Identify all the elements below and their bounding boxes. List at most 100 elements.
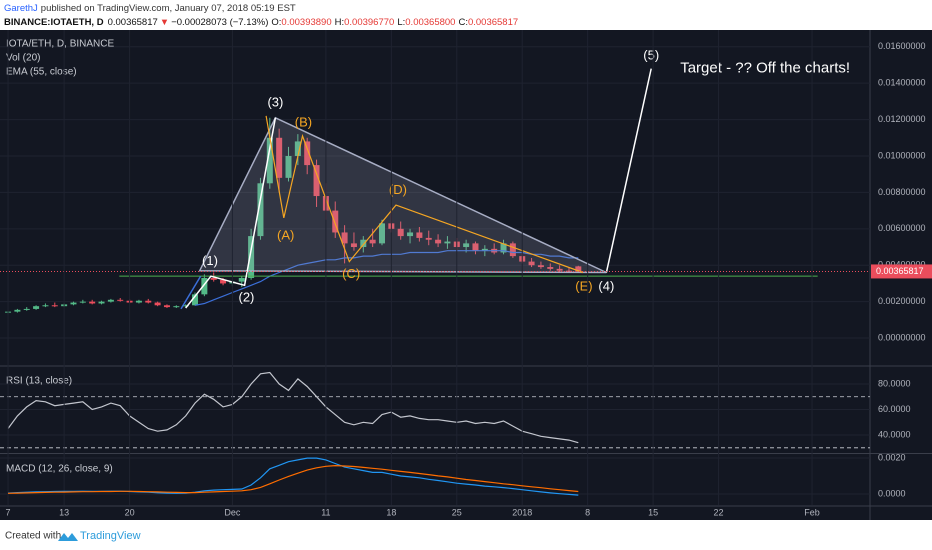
symbol-line: BINANCE:IOTAETH, D 0.00365817 ▼ −0.00028073… <box>4 17 518 28</box>
series-line <box>7 371 579 444</box>
candle-body <box>416 232 423 238</box>
ohlc-key: L: <box>397 17 405 28</box>
legend-entry: EMA (55, close) <box>6 67 77 78</box>
y-tick-label: 0.0000 <box>878 488 906 498</box>
candle-body <box>33 306 40 309</box>
y-tick-label: 0.00600000 <box>878 223 926 233</box>
candle-body <box>266 137 273 184</box>
candle-body <box>547 267 554 269</box>
wave-label: (E) <box>575 279 592 294</box>
wave-label: (4) <box>598 279 614 294</box>
candle-body <box>360 239 367 248</box>
candle-body <box>500 243 507 253</box>
candle-body <box>107 299 114 302</box>
wave-label: (5) <box>643 47 659 62</box>
bottom-bar <box>0 520 932 550</box>
candle-body <box>350 243 357 248</box>
x-tick-label: Dec <box>224 507 241 517</box>
x-tick-label: 13 <box>59 507 69 517</box>
candle-body <box>407 232 414 237</box>
pane-title: IOTA/ETH, D, BINANCE <box>6 39 114 50</box>
candle-body <box>332 210 339 233</box>
candle-body <box>294 141 301 156</box>
candle-body <box>509 243 516 257</box>
x-tick-label: 15 <box>648 507 658 517</box>
candle-body <box>201 277 208 295</box>
published: published on TradingView.com, January 07… <box>41 3 296 14</box>
candle-body <box>117 299 124 301</box>
wave-label: (A) <box>277 228 294 243</box>
candle-body <box>238 277 245 282</box>
candle-body <box>444 241 451 244</box>
candle-body <box>79 301 86 303</box>
last-price-label: 0.00365817 <box>876 266 924 276</box>
ohlc-key: C: <box>458 17 468 28</box>
y-tick-label: 0.01000000 <box>878 150 926 160</box>
candle-body <box>472 243 479 251</box>
triangle <box>198 116 607 274</box>
wave-label: (2) <box>238 289 254 304</box>
series-line <box>194 250 579 306</box>
ohlc-value: 0.00393890 <box>281 17 331 28</box>
candle-body <box>145 300 152 303</box>
y-tick-label: 40.0000 <box>878 429 911 439</box>
candle-body <box>23 308 30 310</box>
candle-body <box>182 305 189 307</box>
y-tick-label: 0.01400000 <box>878 78 926 88</box>
wave-line <box>185 117 277 309</box>
ohlc-value: 0.00365817 <box>468 17 518 28</box>
candle-body <box>89 301 96 304</box>
candle-body <box>42 305 49 307</box>
candle-body <box>257 183 264 237</box>
candle-body <box>276 137 283 178</box>
candle-body <box>537 265 544 268</box>
candle-body <box>285 155 292 178</box>
wave-label: (1) <box>202 253 218 268</box>
pane-title: MACD (12, 26, close, 9) <box>6 464 113 475</box>
brand: TradingView <box>80 530 141 542</box>
candle-body <box>70 302 77 305</box>
publish-line: GarethJ published on TradingView.com, Jan… <box>4 3 296 14</box>
wave-line <box>605 68 652 273</box>
candle-body <box>378 223 385 244</box>
candle-body <box>220 279 227 284</box>
candle-body <box>565 270 572 272</box>
last-price-box <box>871 264 932 279</box>
last: 0.00365817 <box>108 17 158 28</box>
wave-label: (B) <box>295 115 312 130</box>
candle-body <box>481 248 488 251</box>
candle-body <box>154 302 161 306</box>
x-tick-label: 7 <box>6 507 11 517</box>
author: GarethJ <box>4 3 38 14</box>
candle-body <box>248 236 255 278</box>
candle-body <box>463 243 470 248</box>
target-note: Target - ?? Off the charts! <box>680 60 850 77</box>
x-tick-label: 11 <box>321 507 330 517</box>
wave-label: (3) <box>267 95 283 110</box>
candle-body <box>528 261 535 266</box>
change: −0.00028073 (−7.13%) <box>171 17 268 28</box>
x-tick-label: 20 <box>125 507 135 517</box>
y-tick-label: 0.01200000 <box>878 114 926 124</box>
series-line <box>7 464 579 494</box>
y-tick-label: 80.0000 <box>878 378 911 388</box>
y-tick-label: 0.00200000 <box>878 296 926 306</box>
x-tick-label: Feb <box>804 507 820 517</box>
y-tick-label: 0.00000000 <box>878 332 926 342</box>
indicator-label: Vol (20) <box>6 53 40 64</box>
pane-title: RSI (13, close) <box>6 376 72 387</box>
candle-body <box>163 305 170 308</box>
candle-body <box>135 300 142 303</box>
candle-body <box>397 228 404 237</box>
candle-body <box>369 239 376 244</box>
ohlc-key: O: <box>271 17 281 28</box>
candle-body <box>14 309 21 312</box>
y-tick-label: 0.01600000 <box>878 41 926 51</box>
top-bar <box>0 0 932 30</box>
wave-line <box>180 275 202 310</box>
candle-body <box>51 305 58 307</box>
wave-label: (C) <box>342 266 360 281</box>
candle-body <box>98 301 105 304</box>
